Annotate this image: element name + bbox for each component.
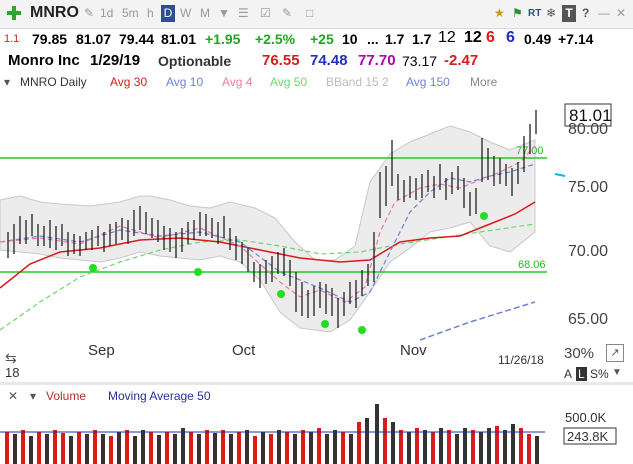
legend-bband[interactable]: BBand 15 2 — [326, 75, 389, 89]
t-button[interactable]: T — [562, 5, 576, 22]
volume-chart[interactable]: 500.0K 243.8K — [0, 400, 633, 464]
month-label-sep: Sep — [88, 342, 115, 359]
quote-v2: 10 — [342, 31, 358, 47]
quote-last: 79.85 — [32, 31, 68, 47]
price-axis-marker — [554, 173, 566, 177]
ohlc-bars — [7, 110, 537, 328]
quote-close: 81.01 — [161, 31, 197, 47]
chart-tool-icon[interactable]: ✎ — [84, 6, 95, 20]
month-label-oct: Oct — [232, 342, 256, 359]
optionable-label: Optionable — [158, 53, 232, 69]
volume-collapse-icon[interactable]: ▾ — [30, 389, 37, 403]
current-price-box — [564, 103, 612, 127]
volume-bars — [5, 404, 539, 464]
legend-avg150[interactable]: Avg 150 — [406, 75, 450, 89]
close-volume-icon[interactable]: ✕ — [8, 389, 19, 403]
rt-button[interactable]: RT — [528, 8, 542, 19]
scale-s-button[interactable]: S% — [590, 367, 609, 381]
chart-legend: ▾ MNRO Daily Avg 30 Avg 10 Avg 4 Avg 50 … — [0, 72, 633, 92]
pane-divider[interactable] — [0, 382, 633, 385]
price-label-65: 65.00 — [568, 311, 608, 328]
symbol-label[interactable]: MNRO — [30, 4, 79, 21]
legend-more[interactable]: More — [470, 75, 498, 89]
volume-label[interactable]: Volume — [46, 389, 87, 403]
price-label-70: 70.00 — [568, 243, 608, 260]
info-date: 1/29/19 — [90, 52, 141, 69]
timeframe-h-button[interactable]: h — [147, 6, 154, 20]
star-icon[interactable]: ★ — [494, 6, 505, 20]
quote-v10: 0.49 — [524, 31, 552, 47]
timeframe-1d-button[interactable]: 1d — [100, 6, 114, 20]
flag-icon[interactable]: ⚑ — [512, 6, 523, 20]
bollinger-band — [0, 125, 536, 333]
info-p1: 76.55 — [262, 52, 300, 69]
pencil-icon[interactable]: ✎ — [282, 6, 293, 20]
close-icon[interactable]: ✕ — [616, 6, 627, 20]
doc-icon[interactable]: □ — [306, 6, 314, 20]
quote-low: 79.44 — [119, 31, 155, 47]
quote-high: 81.07 — [76, 31, 112, 47]
volume-ma-label[interactable]: Moving Average 50 — [108, 389, 211, 403]
quote-v11: +7.14 — [558, 31, 594, 47]
avg150-line — [419, 301, 536, 341]
scale-menu-icon[interactable]: ▼ — [612, 367, 622, 378]
legend-avg4[interactable]: Avg 4 — [222, 75, 253, 89]
quote-v1: +25 — [310, 31, 334, 47]
avg50-line — [0, 223, 536, 331]
support-line-label: 68.06 — [518, 259, 546, 271]
quote-change-pct: +2.5% — [255, 31, 296, 47]
timeframe-d-button[interactable]: D — [161, 5, 175, 22]
axis-date: 11/26/18 — [498, 353, 544, 364]
check-icon[interactable]: ☑ — [260, 6, 271, 20]
quote-v5: 1.7 — [412, 31, 432, 47]
avg30-line — [0, 201, 536, 289]
side-number: 18 — [5, 365, 20, 380]
refresh-icon[interactable]: ⇆ — [5, 350, 17, 366]
quote-v7: 12 — [464, 29, 482, 46]
timeframe-m-button[interactable]: M — [200, 6, 210, 20]
info-p5: -2.47 — [444, 52, 479, 69]
month-label-nov: Nov — [400, 342, 427, 359]
settings-icon[interactable]: ❄ — [546, 6, 557, 20]
company-name: Monro Inc — [8, 52, 80, 69]
expand-icon[interactable]: ↗ — [606, 344, 624, 362]
legend-avg50[interactable]: Avg 50 — [270, 75, 308, 89]
price-chart[interactable]: 77.00 68.06 81.01 80.00 75.00 70.00 65.0… — [0, 92, 633, 364]
info-p4: 73.17 — [402, 53, 438, 69]
quote-v8: 6 — [486, 29, 495, 46]
info-p3: 77.70 — [358, 52, 396, 69]
legend-symbol[interactable]: MNRO Daily — [20, 75, 87, 89]
current-price: 81.01 — [569, 106, 612, 125]
help-button[interactable]: ? — [582, 6, 590, 20]
legend-avg30[interactable]: Avg 30 — [110, 75, 148, 89]
timeframe-5m-button[interactable]: 5m — [122, 6, 139, 20]
toolbar: MNRO ✎ 1d 5m h D W M ▼ ☰ ☑ ✎ □ ★ ⚑ RT ❄ … — [0, 0, 633, 29]
menu-icon[interactable]: ▼ — [218, 6, 230, 20]
volume-axis-500k: 500.0K — [565, 410, 607, 425]
minimize-icon[interactable]: — — [598, 6, 610, 20]
quote-v6: 12 — [438, 29, 456, 46]
legend-collapse-icon[interactable]: ▾ — [4, 75, 11, 89]
list-icon[interactable]: ☰ — [238, 6, 249, 20]
info-bar: Monro Inc 1/29/19 Optionable 76.55 74.48… — [0, 50, 633, 72]
scale-l-button[interactable]: L — [576, 367, 587, 381]
timeframe-w-button[interactable]: W — [180, 6, 192, 20]
volume-axis-243k: 243.8K — [567, 429, 609, 444]
quote-v3: ... — [367, 31, 379, 47]
quote-v4: 1.7 — [385, 31, 405, 47]
quote-bar: 1.1 79.85 81.07 79.44 81.01 +1.95 +2.5% … — [0, 28, 633, 50]
legend-avg10[interactable]: Avg 10 — [166, 75, 204, 89]
quote-v9: 6 — [506, 29, 515, 46]
avg4-line — [0, 145, 536, 303]
zoom-percent[interactable]: 30% — [564, 345, 595, 362]
scale-a-button[interactable]: A — [564, 367, 573, 381]
signal-dots — [89, 212, 488, 334]
plus-icon[interactable] — [6, 5, 22, 21]
info-p2: 74.48 — [310, 52, 348, 69]
volume-current-box — [563, 427, 617, 445]
price-label-75: 75.00 — [568, 179, 608, 196]
quote-change: +1.95 — [205, 31, 241, 47]
price-label-80: 80.00 — [568, 121, 608, 138]
quote-n1: 1.1 — [4, 33, 20, 45]
